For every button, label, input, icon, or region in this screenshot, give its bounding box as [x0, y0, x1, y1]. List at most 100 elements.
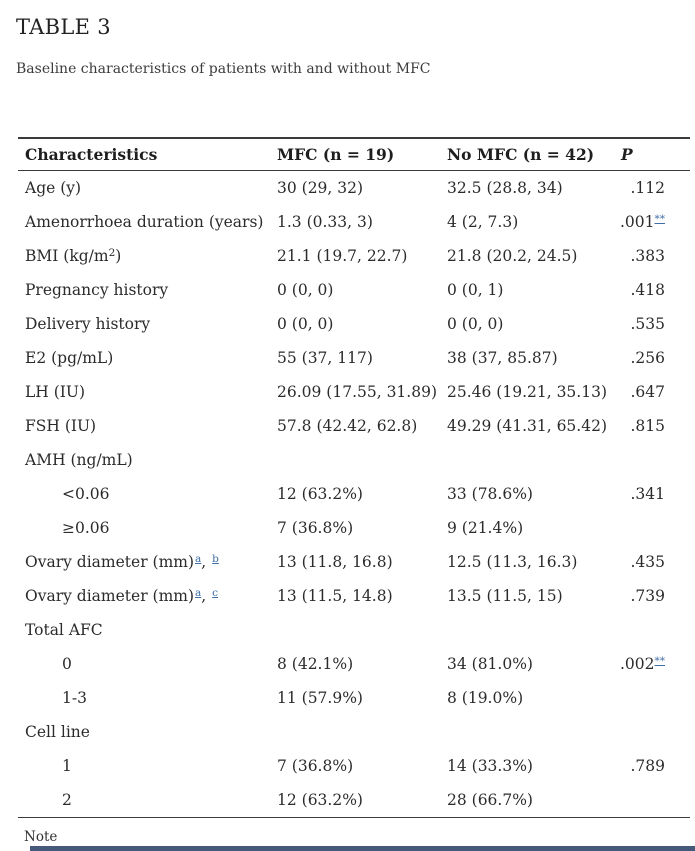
table-row: 1-3 11 (57.9%) 8 (19.0%) — [18, 681, 690, 715]
row-label: <0.06 — [18, 477, 270, 511]
label-text: <0.06 — [62, 485, 110, 503]
label-text: Cell line — [25, 723, 90, 741]
note-label: Note — [24, 829, 58, 845]
no-mfc-value-cell: 34 (81.0%) — [447, 655, 533, 673]
row-label: FSH (IU) — [18, 409, 270, 443]
table-row: LH (IU) 26.09 (17.55, 31.89) 25.46 (19.21,… — [18, 375, 690, 409]
p-value-text: .647 — [630, 383, 665, 401]
no-mfc-value-cell — [440, 613, 614, 647]
label-text: Ovary diameter (mm) — [25, 553, 195, 571]
no-mfc-value-cell: 12.5 (11.3, 16.3) — [447, 553, 578, 571]
no-mfc-value-cell: 13.5 (11.5, 15) — [447, 587, 563, 605]
p-value-cell — [614, 783, 690, 818]
p-value-cell: .341 — [614, 477, 690, 511]
mfc-value-cell: 57.8 (42.42, 62.8) — [277, 417, 418, 435]
table-caption: Baseline characteristics of patients wit… — [16, 61, 431, 77]
row-label: LH (IU) — [18, 375, 270, 409]
p-value-cell: .001** — [614, 205, 690, 239]
p-value-cell: .002** — [614, 647, 690, 681]
mfc-value-cell: 1.3 (0.33, 3) — [277, 213, 373, 231]
p-value-cell — [614, 443, 690, 477]
p-value-text: .112 — [630, 179, 665, 197]
label-text: AMH (ng/mL) — [25, 451, 133, 469]
no-mfc-value-cell — [440, 715, 614, 749]
p-value-cell: .383 — [614, 239, 690, 273]
p-value-cell: .418 — [614, 273, 690, 307]
p-value-text: .256 — [630, 349, 665, 367]
footnote-link[interactable]: a — [195, 552, 202, 565]
p-value-text: .739 — [630, 587, 665, 605]
mfc-value-cell — [270, 443, 440, 477]
table-row: Amenorrhoea duration (years) 1.3 (0.33, 3… — [18, 205, 690, 239]
no-mfc-value-cell: 49.29 (41.31, 65.42) — [447, 417, 607, 435]
table-row: Ovary diameter (mm)a, b 13 (11.8, 16.8) 12… — [18, 545, 690, 579]
p-value-cell: .789 — [614, 749, 690, 783]
p-value-text: .815 — [630, 417, 665, 435]
row-label: BMI (kg/m2) — [18, 239, 270, 273]
label-text: Total AFC — [25, 621, 103, 639]
table-row: <0.06 12 (63.2%) 33 (78.6%) .341 — [18, 477, 690, 511]
mfc-value-cell: 12 (63.2%) — [277, 791, 363, 809]
no-mfc-value-cell: 8 (19.0%) — [447, 689, 524, 707]
table-row: E2 (pg/mL) 55 (37, 117) 38 (37, 85.87) .256 — [18, 341, 690, 375]
no-mfc-value-cell: 4 (2, 7.3) — [447, 213, 519, 231]
significance-footnote-link[interactable]: ** — [654, 654, 666, 667]
row-label: Age (y) — [18, 171, 270, 206]
mfc-value-cell — [270, 715, 440, 749]
row-label: AMH (ng/mL) — [18, 443, 270, 477]
row-label: Ovary diameter (mm)a, b — [18, 545, 270, 579]
table-row: Pregnancy history 0 (0, 0) 0 (0, 1) .418 — [18, 273, 690, 307]
row-label: Ovary diameter (mm)a, c — [18, 579, 270, 613]
table-header: Characteristics MFC (n = 19) No MFC (n =… — [18, 137, 690, 171]
p-value-cell: .647 — [614, 375, 690, 409]
table-row: 2 12 (63.2%) 28 (66.7%) — [18, 783, 690, 818]
no-mfc-value-cell: 25.46 (19.21, 35.13) — [447, 383, 607, 401]
table-title: TABLE 3 — [16, 15, 111, 39]
label-text: LH (IU) — [25, 383, 86, 401]
no-mfc-value-cell: 9 (21.4%) — [447, 519, 524, 537]
significance-footnote-link[interactable]: ** — [654, 212, 666, 225]
row-label: Total AFC — [18, 613, 270, 647]
p-value-text: .383 — [630, 247, 665, 265]
table-row: ≥0.06 7 (36.8%) 9 (21.4%) — [18, 511, 690, 545]
p-value-cell: .112 — [614, 171, 690, 206]
label-text: Pregnancy history — [25, 281, 169, 299]
p-value-text: .001 — [619, 213, 655, 231]
p-value-cell — [614, 681, 690, 715]
mfc-value-cell: 13 (11.8, 16.8) — [277, 553, 393, 571]
table-body: Age (y) 30 (29, 32) 32.5 (28.8, 34) .112 Ame… — [18, 171, 690, 818]
p-value-cell — [614, 613, 690, 647]
footnote-link[interactable]: a — [195, 586, 202, 599]
group-row: Cell line — [18, 715, 690, 749]
label-text: FSH (IU) — [25, 417, 97, 435]
label-text: 0 — [62, 655, 72, 673]
row-label: Cell line — [18, 715, 270, 749]
footnote-link[interactable]: b — [212, 552, 219, 565]
table-row: 1 7 (36.8%) 14 (33.3%) .789 — [18, 749, 690, 783]
group-row: Total AFC — [18, 613, 690, 647]
row-label: 1 — [18, 749, 270, 783]
p-value-text: .435 — [630, 553, 665, 571]
footnote-link[interactable]: c — [212, 586, 219, 599]
table-row: Age (y) 30 (29, 32) 32.5 (28.8, 34) .112 — [18, 171, 690, 206]
row-label: E2 (pg/mL) — [18, 341, 270, 375]
mfc-value-cell: 0 (0, 0) — [277, 315, 334, 333]
baseline-characteristics-table: Characteristics MFC (n = 19) No MFC (n =… — [18, 137, 690, 818]
mfc-value-cell: 13 (11.5, 14.8) — [277, 587, 393, 605]
p-value-cell: .435 — [614, 545, 690, 579]
mfc-value-cell: 26.09 (17.55, 31.89) — [277, 383, 437, 401]
no-mfc-value-cell: 33 (78.6%) — [447, 485, 533, 503]
label-text: ≥0.06 — [62, 519, 110, 537]
bottom-divider-bar — [30, 846, 695, 851]
label-text: 1 — [62, 757, 72, 775]
no-mfc-value-cell — [440, 443, 614, 477]
mfc-value-cell: 0 (0, 0) — [277, 281, 334, 299]
no-mfc-value-cell: 32.5 (28.8, 34) — [447, 179, 563, 197]
row-label: Pregnancy history — [18, 273, 270, 307]
no-mfc-value-cell: 21.8 (20.2, 24.5) — [447, 247, 578, 265]
mfc-value-cell: 30 (29, 32) — [277, 179, 364, 197]
p-value-cell: .256 — [614, 341, 690, 375]
mfc-value-cell: 7 (36.8%) — [277, 519, 354, 537]
column-header-mfc: MFC (n = 19) — [270, 137, 440, 171]
p-value-cell — [614, 715, 690, 749]
